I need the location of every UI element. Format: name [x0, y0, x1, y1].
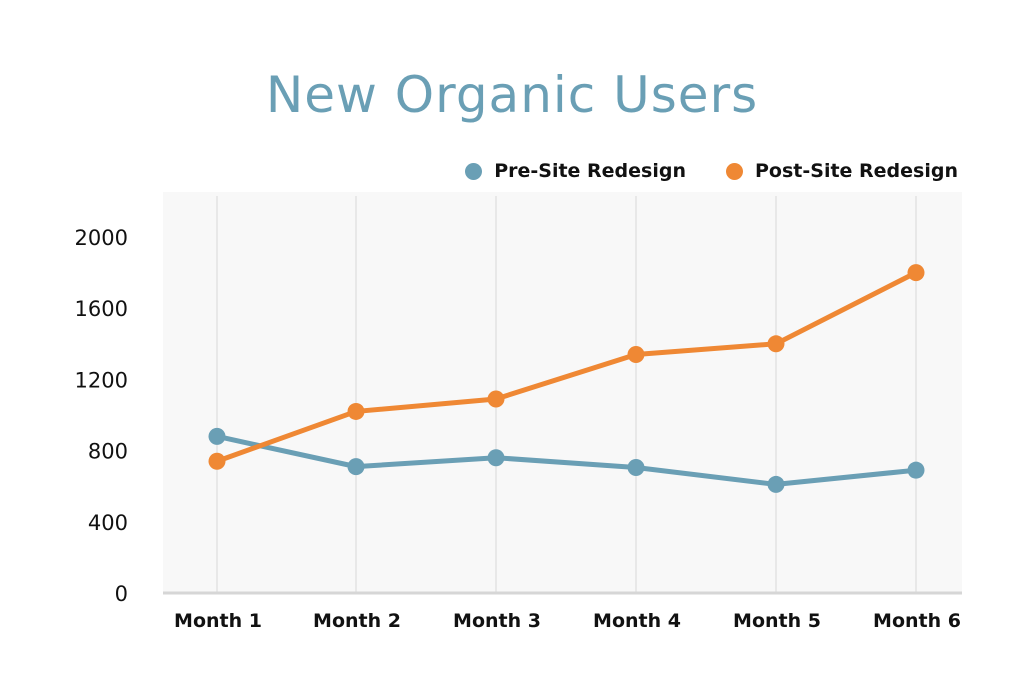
- legend-marker-icon: [726, 162, 743, 180]
- y-tick-label: 800: [88, 440, 128, 464]
- y-tick-label: 1600: [75, 297, 128, 321]
- data-point-marker[interactable]: [487, 449, 505, 467]
- chart-title: New Organic Users: [265, 66, 759, 124]
- y-axis-ticks: 0 400 800 1200 1600 2000: [75, 226, 128, 606]
- x-tick-label: Month 1: [174, 610, 262, 632]
- legend-label: Pre-Site Redesign: [494, 160, 686, 182]
- data-point-marker[interactable]: [627, 459, 645, 477]
- data-point-marker[interactable]: [767, 335, 785, 353]
- data-point-marker[interactable]: [907, 461, 925, 479]
- y-tick-label: 0: [115, 582, 128, 606]
- data-point-marker[interactable]: [767, 475, 785, 493]
- legend-label: Post-Site Redesign: [755, 160, 958, 182]
- vertical-gridlines: [216, 196, 917, 592]
- data-point-marker[interactable]: [208, 452, 226, 470]
- plot-area: [163, 192, 962, 593]
- legend-item-post-site-redesign[interactable]: Post-Site Redesign: [726, 160, 958, 182]
- legend-marker-icon: [465, 162, 483, 180]
- legend-item-pre-site-redesign[interactable]: Pre-Site Redesign: [465, 160, 686, 182]
- series-post-site-redesign: [208, 264, 925, 470]
- data-point-marker[interactable]: [487, 390, 505, 408]
- data-point-marker[interactable]: [907, 264, 925, 282]
- y-tick-label: 1200: [75, 368, 128, 392]
- data-point-marker[interactable]: [208, 427, 226, 445]
- data-series: [208, 264, 925, 493]
- x-axis-ticks: Month 1 Month 2 Month 3 Month 4 Month 5 Month…: [174, 610, 961, 632]
- series-pre-site-redesign: [208, 427, 925, 493]
- x-tick-label: Month 6: [873, 610, 961, 632]
- series-line: [216, 433, 917, 487]
- data-point-marker[interactable]: [347, 402, 365, 420]
- x-tick-label: Month 4: [593, 610, 681, 632]
- x-tick-label: Month 2: [313, 610, 401, 632]
- data-point-marker[interactable]: [627, 345, 645, 363]
- y-tick-label: 2000: [75, 226, 128, 250]
- chart-legend: Pre-Site Redesign Post-Site Redesign: [465, 160, 958, 182]
- series-line: [216, 270, 918, 464]
- x-tick-label: Month 5: [733, 610, 821, 632]
- data-point-marker[interactable]: [347, 458, 365, 476]
- y-tick-label: 400: [88, 511, 128, 535]
- x-tick-label: Month 3: [453, 610, 541, 632]
